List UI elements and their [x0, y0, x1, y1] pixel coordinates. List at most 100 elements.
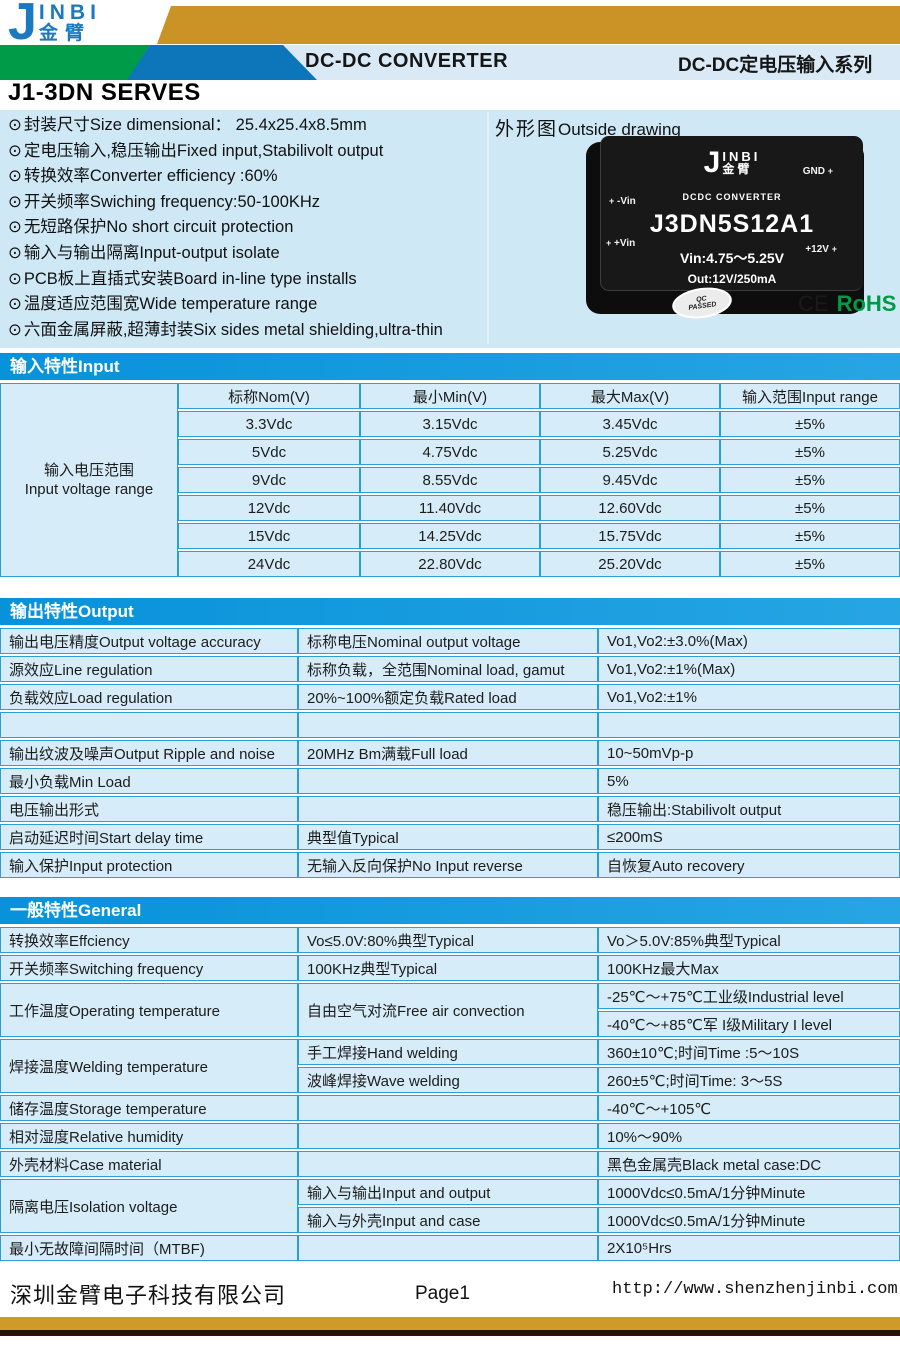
input-voltage-range-header: 输入电压范围 Input voltage range — [0, 383, 178, 577]
module-output-spec: Out:12V/250mA — [687, 272, 777, 286]
row-label: 工作温度Operating temperature — [0, 983, 298, 1037]
table-row: 工作温度Operating temperature 自由空气对流Free air … — [0, 983, 900, 1037]
table-row — [0, 712, 900, 738]
feature-item: ⊙ 六面金属屏蔽,超薄封装Six sides metal shielding,ul… — [8, 318, 443, 344]
outline-label-cn: 外形图 — [495, 119, 559, 140]
table-cell — [298, 1151, 598, 1177]
feature-item: ⊙ 开关频率Swiching frequency:50-100KHz — [8, 190, 443, 216]
table-cell: -40℃～+85℃军 I级Military I level — [598, 1011, 900, 1037]
table-row: 9Vdc 8.55Vdc 9.45Vdc ±5% — [0, 467, 900, 493]
feature-item: ⊙ 定电压输入,稳压输出Fixed input,Stabilivolt outpu… — [8, 139, 443, 165]
table-cell: 1000Vdc≤0.5mA/1分钟Minute — [598, 1179, 900, 1205]
module-vin-range: Vin:4.75～5.25V — [679, 250, 785, 266]
table-cell — [0, 712, 298, 738]
table-row: 最小负载Min Load 5% — [0, 768, 900, 794]
feature-item: ⊙ 封装尺寸Size dimensional： 25.4x25.4x8.5mm — [8, 113, 443, 139]
module-logo-name: INBI — [722, 149, 761, 164]
green-accent-band — [0, 45, 150, 80]
pin-label-12v: +12V + — [805, 244, 837, 255]
feature-bullet-icon: ⊙ — [8, 141, 22, 160]
vertical-divider — [487, 112, 489, 344]
table-cell: 黑色金属壳Black metal case:DC — [598, 1151, 900, 1177]
table-cell: 源效应Line regulation — [0, 656, 298, 682]
table-cell — [298, 712, 598, 738]
table-cell: -25℃～+75℃工业级Industrial level — [598, 983, 900, 1009]
outline-label-en: Outside drawing — [558, 120, 681, 139]
feature-bullet-icon: ⊙ — [8, 320, 22, 339]
table-row: 电压输出形式 稳压输出:Stabilivolt output — [0, 796, 900, 822]
doc-title-en: DC-DC CONVERTER — [305, 50, 509, 72]
feature-text: 温度适应范围宽Wide temperature range — [23, 295, 318, 314]
feature-text: 无短路保护No short circuit protection — [23, 218, 294, 237]
logo-chinese-name: 金臂 — [38, 23, 91, 44]
feature-item: ⊙ 转换效率Converter efficiency :60% — [8, 164, 443, 190]
table-cell: 3.15Vdc — [360, 411, 540, 437]
footer-dark-bar — [0, 1330, 900, 1336]
module-logo-j: J — [703, 146, 721, 179]
input-section-header: 输入特性Input — [0, 353, 900, 380]
footer-gold-bar — [0, 1317, 900, 1330]
table-cell: Vo1,Vo2:±1%(Max) — [598, 656, 900, 682]
table-row: 最小无故障间隔时间（MTBF) 2X10⁵Hrs — [0, 1235, 900, 1261]
table-cell: ±5% — [720, 551, 900, 577]
input-section: 输入特性Input 输入电压范围 Input voltage range 标称Nom… — [0, 353, 900, 579]
table-cell — [598, 712, 900, 738]
table-row: 输入保护Input protection 无输入反向保护No Input reve… — [0, 852, 900, 878]
table-cell: 输入与输出Input and output — [298, 1179, 598, 1205]
feature-text: 定电压输入,稳压输出Fixed input,Stabilivolt output — [23, 141, 384, 160]
table-row: 焊接温度Welding temperature 手工焊接Hand welding 3… — [0, 1039, 900, 1093]
table-cell: 15.75Vdc — [540, 523, 720, 549]
logo-name: INBI — [38, 1, 101, 24]
table-row: 5Vdc 4.75Vdc 5.25Vdc ±5% — [0, 439, 900, 465]
pin-label-vin-neg: + -Vin — [609, 196, 636, 207]
table-cell: ±5% — [720, 439, 900, 465]
table-cell: 输出纹波及噪声Output Ripple and noise — [0, 740, 298, 766]
table-cell: 波峰焊接Wave welding — [298, 1067, 598, 1093]
table-cell: 负载效应Load regulation — [0, 684, 298, 710]
table-cell — [298, 1235, 598, 1261]
feature-text: 封装尺寸Size dimensional： 25.4x25.4x8.5mm — [23, 116, 367, 134]
table-cell: -40℃～+105℃ — [598, 1095, 900, 1121]
logo-j-glyph: J — [8, 0, 37, 51]
feature-text: 输入与输出隔离Input-output isolate — [23, 243, 280, 262]
table-cell: 11.40Vdc — [360, 495, 540, 521]
feature-bullet-icon: ⊙ — [8, 218, 22, 237]
table-cell: 1000Vdc≤0.5mA/1分钟Minute — [598, 1207, 900, 1233]
table-cell: ±5% — [720, 495, 900, 521]
blue-accent-band — [127, 45, 317, 80]
table-row: 波峰焊接Wave welding 260±5℃;时间Time: 3～5S — [0, 1067, 900, 1093]
table-cell: 12.60Vdc — [540, 495, 720, 521]
input-table: 输入电压范围 Input voltage range 标称Nom(V) 最小Min(V… — [0, 381, 900, 579]
feature-text: PCB板上直插式安装Board in-line type installs — [23, 269, 357, 288]
doc-title-cn: DC-DC定电压输入系列 — [678, 55, 873, 76]
table-cell: 标称负载，全范围Nominal load, gamut — [298, 656, 598, 682]
module-subtitle: DCDC CONVERTER — [682, 192, 782, 202]
table-row: 储存温度Storage temperature -40℃～+105℃ — [0, 1095, 900, 1121]
general-section-header: 一般特性General — [0, 897, 900, 924]
table-row: 开关频率Switching frequency 100KHz典型Typical 10… — [0, 955, 900, 981]
table-cell: 2X10⁵Hrs — [598, 1235, 900, 1261]
table-cell: 电压输出形式 — [0, 796, 298, 822]
feature-bullet-icon: ⊙ — [8, 116, 22, 134]
footer-website-url[interactable]: http://www.shenzhenjinbi.com — [612, 1280, 898, 1299]
table-cell: 稳压输出:Stabilivolt output — [598, 796, 900, 822]
table-cell: 24Vdc — [178, 551, 360, 577]
table-row: 负载效应Load regulation 20%~100%额定负载Rated loa… — [0, 684, 900, 710]
row-label: 相对湿度Relative humidity — [0, 1123, 298, 1149]
table-cell: ≤200mS — [598, 824, 900, 850]
row-label: 外壳材料Case material — [0, 1151, 298, 1177]
table-row: 3.3Vdc 3.15Vdc 3.45Vdc ±5% — [0, 411, 900, 437]
table-cell — [298, 1095, 598, 1121]
table-row: 隔离电压Isolation voltage 输入与输出Input and outp… — [0, 1179, 900, 1233]
table-cell: 9Vdc — [178, 467, 360, 493]
feature-item: ⊙ PCB板上直插式安装Board in-line type installs — [8, 267, 443, 293]
table-cell: 14.25Vdc — [360, 523, 540, 549]
table-cell: 25.20Vdc — [540, 551, 720, 577]
table-row: 输入与外壳Input and case 1000Vdc≤0.5mA/1分钟Minu… — [0, 1207, 900, 1233]
table-cell: 15Vdc — [178, 523, 360, 549]
header-top-band: J INBI 金臂 — [0, 0, 900, 51]
rohs-mark: RoHS — [836, 291, 897, 316]
table-cell: ±5% — [720, 411, 900, 437]
pin-label-vin-pos: + +Vin — [606, 238, 636, 249]
feature-item: ⊙ 输入与输出隔离Input-output isolate — [8, 241, 443, 267]
